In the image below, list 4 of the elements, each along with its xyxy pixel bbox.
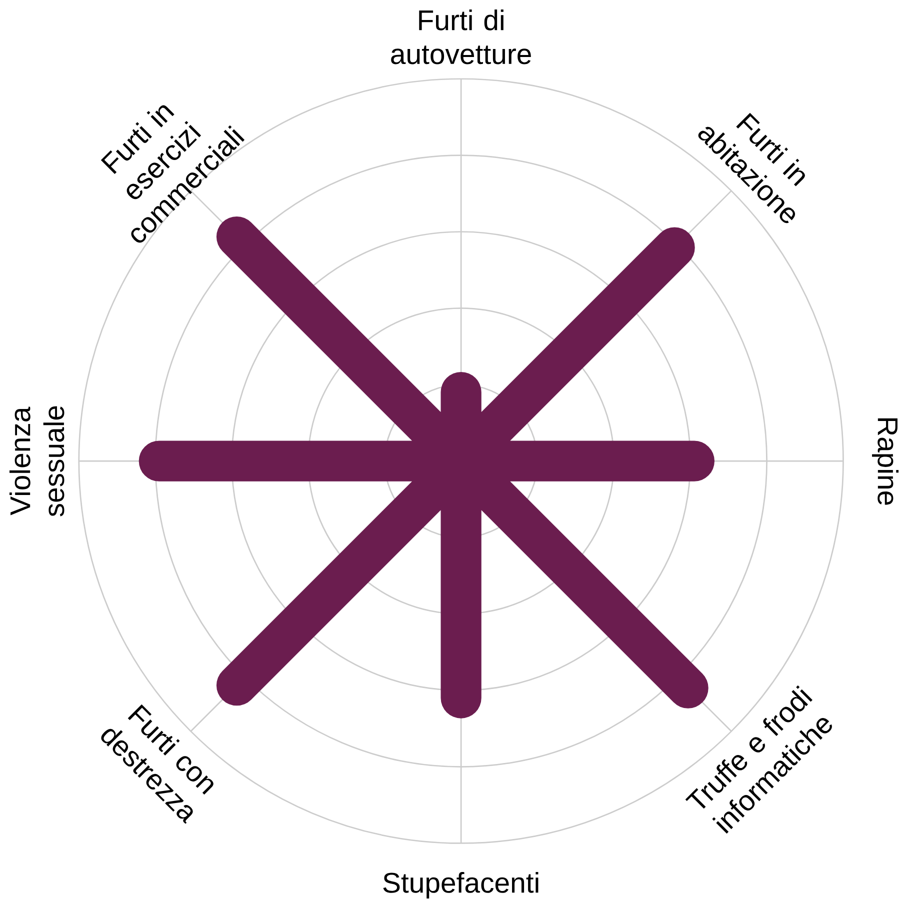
spoke-label: Furti di autovetture (391, 9, 531, 64)
spoke-label: Stupefacenti (383, 872, 538, 899)
spoke-label: Violenza sessuale (9, 406, 64, 516)
spoke-label: Rapine (872, 418, 899, 505)
